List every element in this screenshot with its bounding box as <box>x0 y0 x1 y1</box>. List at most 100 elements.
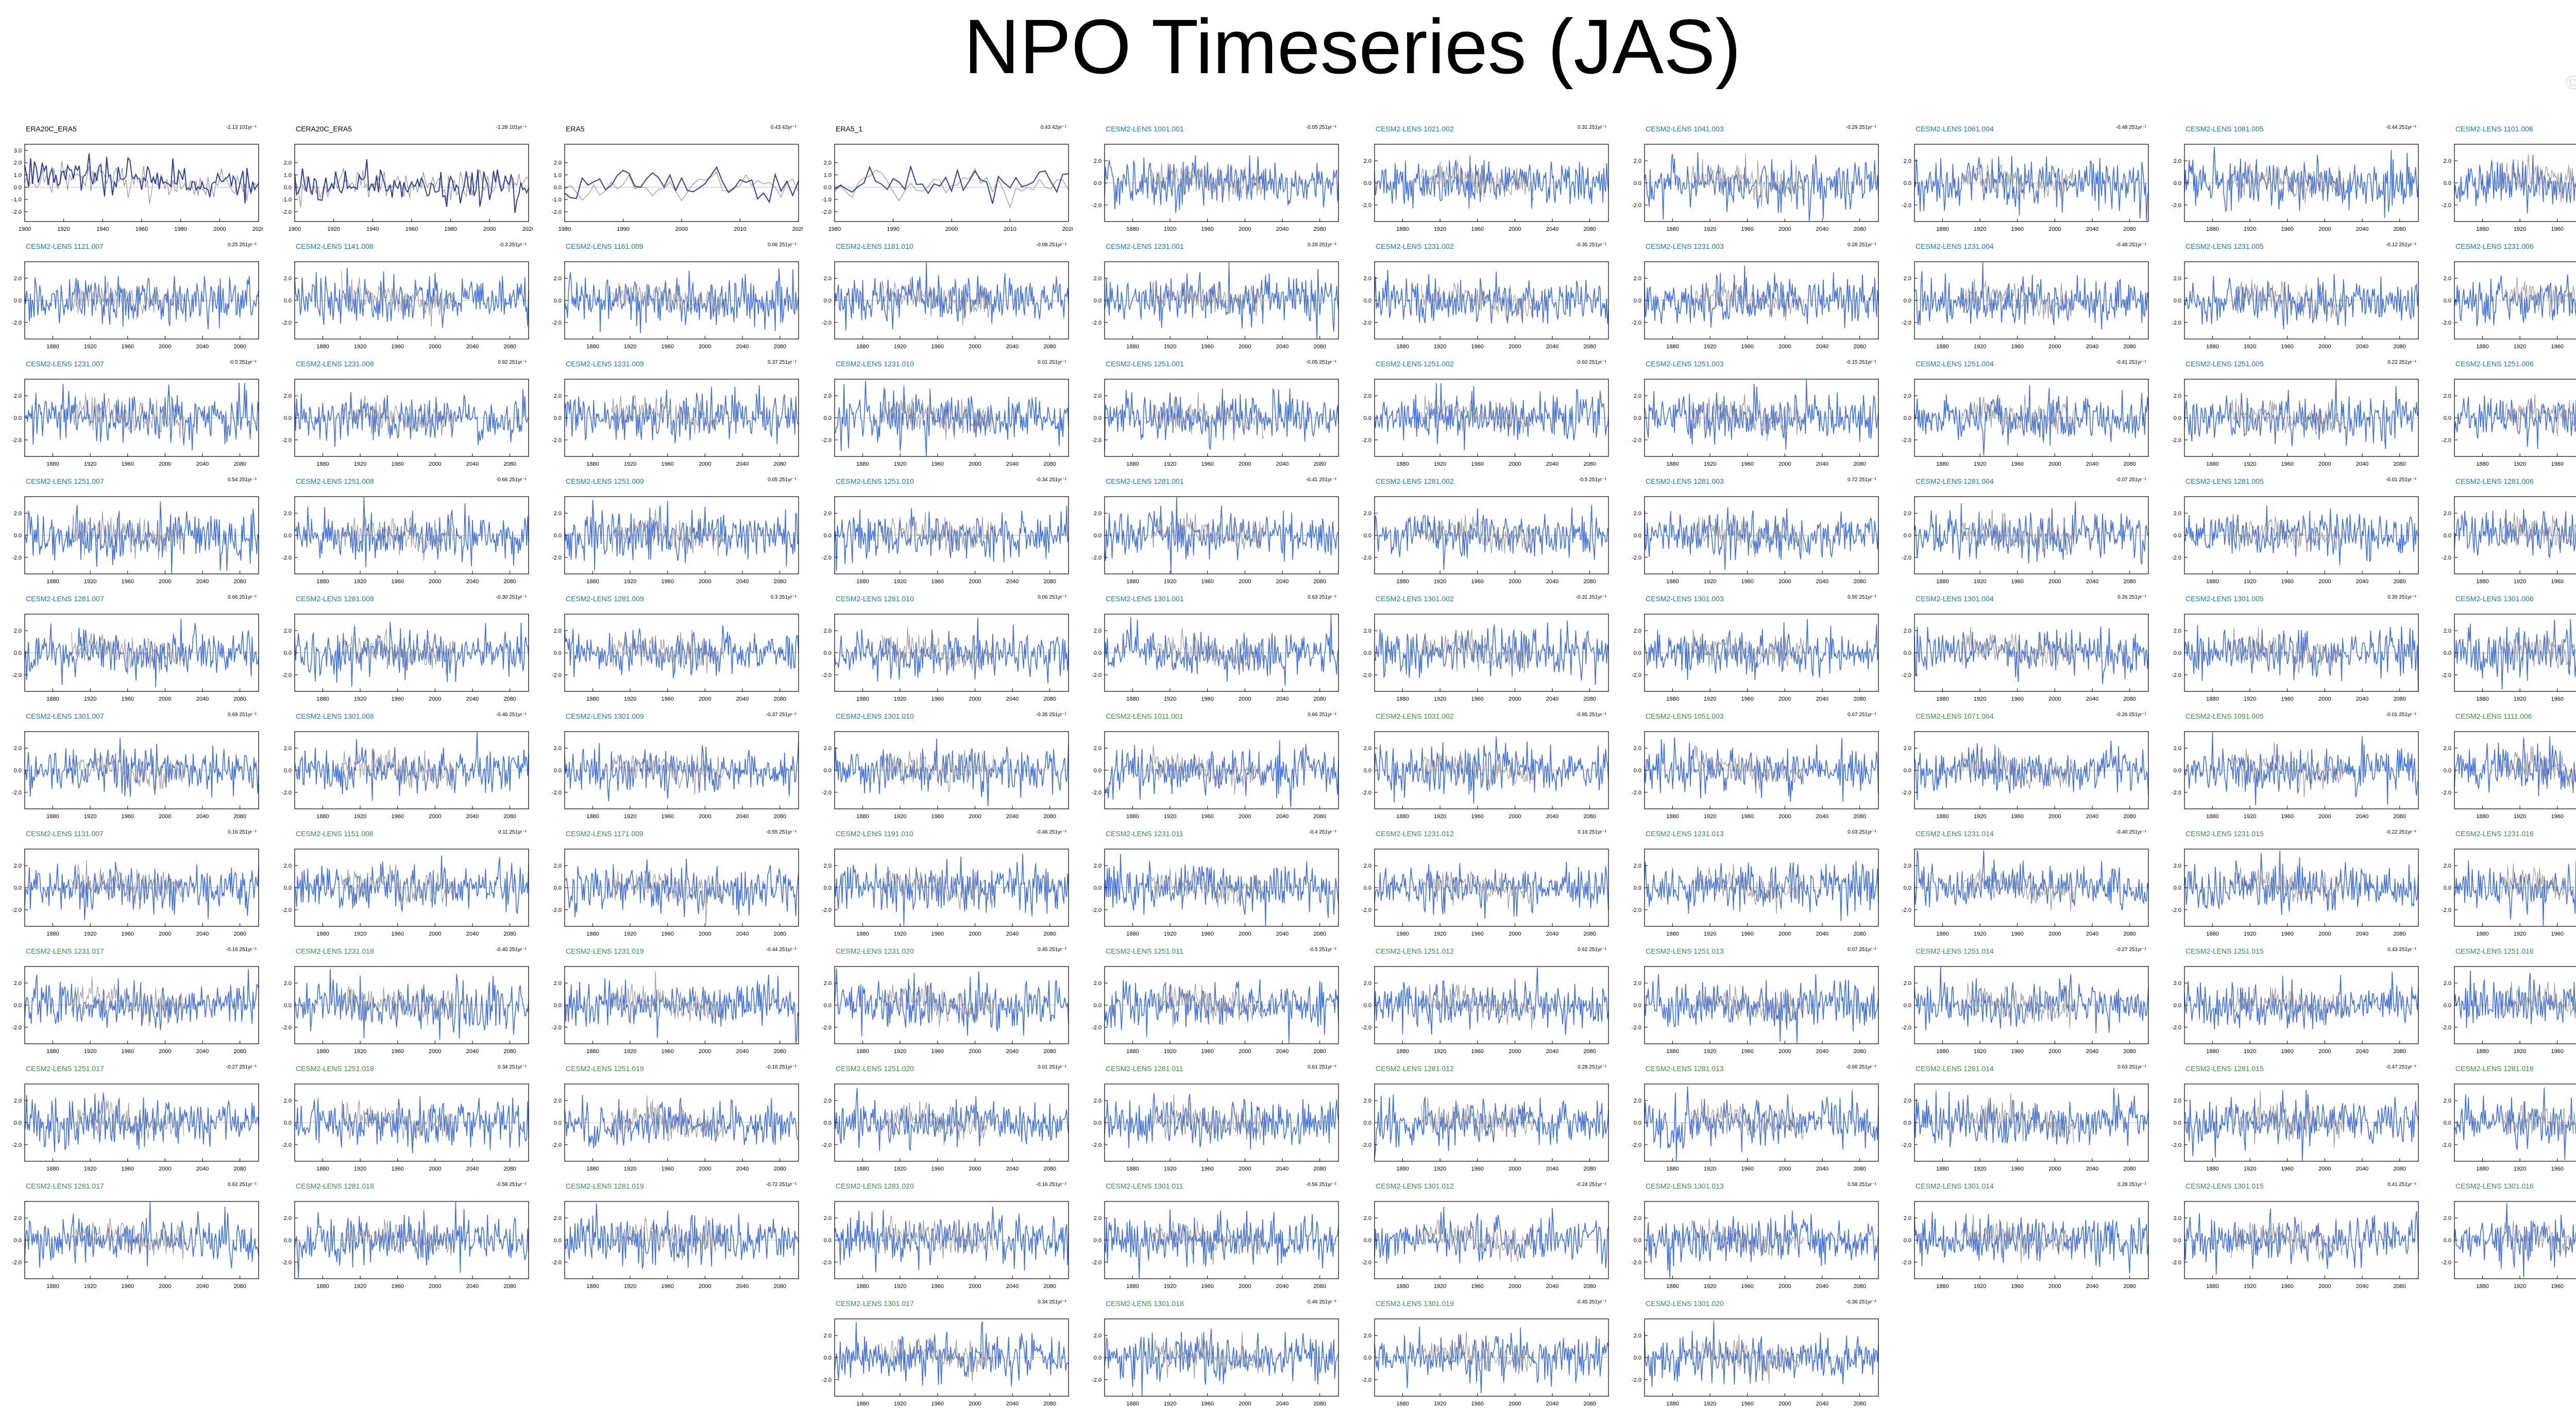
x-tick-label: 2000 <box>1509 1166 1521 1172</box>
overlay-series-line <box>341 986 454 1026</box>
y-tick-label: 2.0 <box>284 393 292 399</box>
y-tick-label: 0.0 <box>1904 533 1911 539</box>
x-tick-label: 2080 <box>1043 931 1056 937</box>
x-tick-label: 1920 <box>354 1283 366 1290</box>
y-tick-label: 2.0 <box>284 628 292 634</box>
y-tick-label: 2.0 <box>1094 628 1101 634</box>
y-tick-label: 0.0 <box>1634 180 1641 187</box>
x-tick-label: 1880 <box>856 813 869 820</box>
panel-trend-label: -0.01 251yr⁻¹ <box>2385 712 2416 718</box>
x-tick-label: 2000 <box>159 1048 171 1055</box>
y-tick-label: -2.0 <box>1362 790 1371 796</box>
y-tick-label: 0.0 <box>2174 885 2181 891</box>
y-tick-label: 0.0 <box>284 1120 292 1126</box>
overlay-series-line <box>611 394 724 435</box>
x-tick-label: 1990 <box>617 226 629 232</box>
x-tick-label: 1880 <box>1936 696 1948 702</box>
y-tick-label: 2.0 <box>554 628 562 634</box>
x-tick-label: 1960 <box>1201 1048 1214 1055</box>
panel-trend-label: 0.37 251yr⁻¹ <box>768 360 796 365</box>
x-tick-label: 2000 <box>429 1283 441 1290</box>
x-tick-label: 2000 <box>2318 226 2331 232</box>
panel-title: CESM2-LENS 1131.007 <box>26 829 104 838</box>
panel-title: CESM2-LENS 1161.009 <box>566 242 643 250</box>
panel-trend-label: 0.03 251yr⁻¹ <box>1848 829 1876 835</box>
overlay-series-line <box>1691 514 1804 557</box>
x-tick-label: 2040 <box>1816 226 1828 232</box>
y-tick-label: 0.0 <box>1904 415 1911 421</box>
x-tick-label: 1880 <box>1126 226 1139 232</box>
overlay-series-line <box>341 629 454 675</box>
panel-trend-label: -0.5 251yr⁻¹ <box>229 360 257 365</box>
y-tick-label: 2.0 <box>284 511 292 517</box>
y-tick-label: 2.0 <box>2174 1098 2181 1104</box>
series-line <box>2454 619 2576 690</box>
x-tick-label: 1960 <box>1471 1166 1484 1172</box>
x-tick-label: 2040 <box>736 579 749 585</box>
x-tick-label: 1880 <box>1666 344 1679 350</box>
x-tick-label: 1880 <box>2206 1166 2218 1172</box>
series-line <box>1374 155 1609 209</box>
y-tick-label: 2.0 <box>554 276 562 282</box>
y-tick-label: -2.0 <box>2442 437 2451 444</box>
x-tick-label: 2080 <box>2123 1048 2136 1055</box>
x-tick-label: 2080 <box>1043 1048 1056 1055</box>
x-tick-label: 1960 <box>662 461 674 467</box>
x-tick-label: 1920 <box>2244 696 2256 702</box>
x-tick-label: 1880 <box>1936 1048 1948 1055</box>
x-tick-label: 2040 <box>466 344 479 350</box>
x-tick-label: 1880 <box>1936 931 1948 937</box>
panel-trend-label: 0.16 251yr⁻¹ <box>1578 829 1606 835</box>
x-tick-label: 1960 <box>1201 461 1214 467</box>
panel-title: CESM2-LENS 1231.020 <box>836 947 914 955</box>
overlay-series-line <box>881 1215 994 1259</box>
y-tick-label: -2.0 <box>1902 437 1911 444</box>
x-tick-label: 1920 <box>354 579 366 585</box>
x-tick-label: 1960 <box>122 1048 134 1055</box>
x-tick-label: 1920 <box>1974 1166 1986 1172</box>
x-tick-label: 2040 <box>1276 1048 1289 1055</box>
x-tick-label: 1880 <box>316 696 329 702</box>
x-tick-label: 1920 <box>2244 1048 2256 1055</box>
x-tick-label: 2080 <box>2393 1048 2405 1055</box>
companion-series-line <box>564 172 799 201</box>
x-tick-label: 2010 <box>1004 226 1016 232</box>
panel-trend-label: 0.11 251yr⁻¹ <box>498 829 527 835</box>
x-tick-label: 1920 <box>84 1283 96 1290</box>
y-tick-label: 0.0 <box>1634 1003 1641 1009</box>
y-tick-label: -2.0 <box>822 555 832 561</box>
x-tick-label: 2000 <box>1778 931 1791 937</box>
panel-title: CESM2-LENS 1001.001 <box>1106 125 1184 133</box>
x-tick-label: 1920 <box>354 461 366 467</box>
y-tick-label: 2.0 <box>1094 745 1101 752</box>
x-tick-label: 1880 <box>2476 1048 2488 1055</box>
y-tick-label: 2.0 <box>1904 863 1911 869</box>
x-tick-label: 2040 <box>466 931 479 937</box>
x-tick-label: 2000 <box>699 1048 711 1055</box>
x-tick-label: 1920 <box>1164 1401 1176 1407</box>
x-tick-label: 2000 <box>699 579 711 585</box>
y-tick-label: -2.0 <box>2442 1142 2451 1148</box>
y-tick-label: 0.0 <box>1364 650 1371 656</box>
x-tick-label: 1960 <box>392 1166 404 1172</box>
x-tick-label: 2000 <box>675 226 688 232</box>
x-tick-label: 2000 <box>969 1166 981 1172</box>
overlay-series-line <box>881 512 994 551</box>
x-tick-label: 1960 <box>1741 226 1754 232</box>
overlay-series-line <box>1151 984 1264 1028</box>
x-tick-label: 2080 <box>1583 461 1596 467</box>
panel-title: CESM2-LENS 1231.005 <box>2185 242 2264 250</box>
x-tick-label: 1880 <box>1126 696 1139 702</box>
